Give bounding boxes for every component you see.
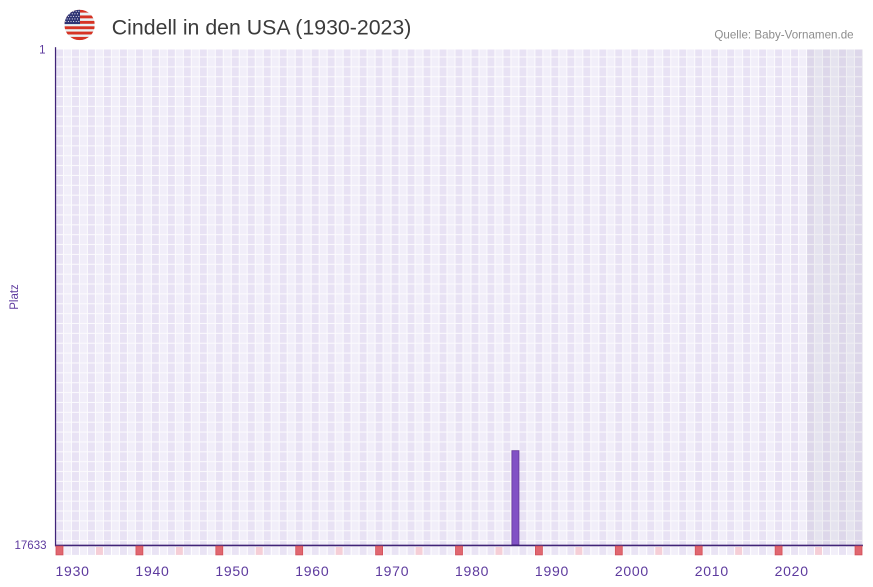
- svg-text:1960: 1960: [295, 563, 329, 579]
- svg-text:1940: 1940: [135, 563, 169, 579]
- svg-text:Platz: Platz: [9, 284, 21, 310]
- svg-text:Cindell in den USA (1930-2023): Cindell in den USA (1930-2023): [112, 16, 412, 40]
- svg-text:Quelle: Baby-Vornamen.de: Quelle: Baby-Vornamen.de: [714, 29, 853, 42]
- svg-text:2000: 2000: [615, 563, 649, 579]
- svg-text:1980: 1980: [455, 563, 489, 579]
- svg-text:1970: 1970: [375, 563, 409, 579]
- svg-text:1950: 1950: [215, 563, 249, 579]
- svg-text:17633: 17633: [15, 540, 47, 552]
- svg-text:1990: 1990: [535, 563, 569, 579]
- svg-text:2010: 2010: [695, 563, 729, 579]
- svg-text:1: 1: [39, 44, 45, 56]
- svg-text:2020: 2020: [775, 563, 809, 579]
- svg-text:1930: 1930: [56, 563, 90, 579]
